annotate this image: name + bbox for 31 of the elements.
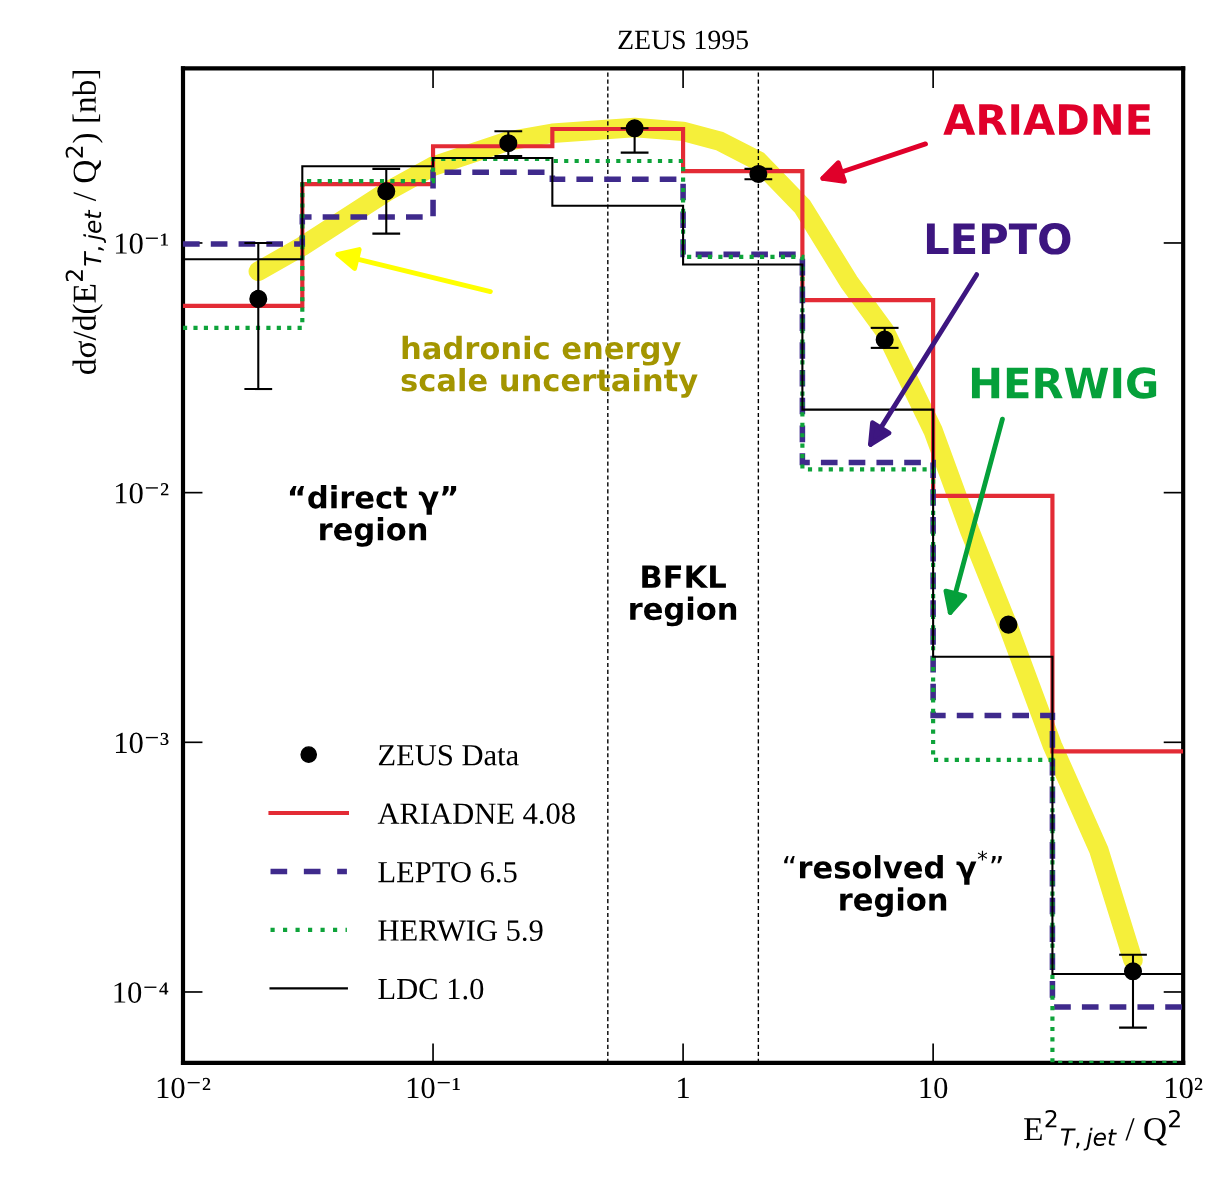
chart-title: ZEUS 1995 — [618, 30, 748, 50]
x-tick-label: 10⁻¹ — [407, 1077, 460, 1099]
x-tick-label: 10² — [1166, 1077, 1203, 1099]
x-tick-label: 10 — [920, 1077, 948, 1099]
point — [1123, 962, 1143, 981]
x-tick-label: 1 — [678, 1077, 689, 1098]
x-axis-title: E$^{2}$$_{T,jet}$ / Q$^{2}$ — [1024, 1110, 1180, 1151]
point — [249, 289, 268, 308]
legend-label: LDC 1.0 — [378, 978, 484, 1000]
legend-label: ARIADNE 4.08 — [377, 803, 575, 825]
point — [499, 134, 518, 153]
annotation: hadronic energy scale uncertainty — [401, 335, 698, 398]
y-axis-title: dσ/d(E$^{2}$$_{T,jet}$ / Q$^{2}$) [nb] — [65, 71, 106, 374]
point — [999, 615, 1018, 634]
y-tick-label: 10⁻³ — [115, 732, 169, 754]
text: “resolved γ$^{*}$” region — [784, 850, 1002, 918]
legend-label: LEPTO 6.5 — [378, 861, 517, 883]
point — [749, 164, 768, 183]
point — [625, 119, 644, 138]
y-tick-label: 10⁻¹ — [115, 233, 169, 254]
point — [875, 330, 894, 349]
annotation: LEPTO — [926, 223, 1071, 255]
legend-label: ZEUS Data — [378, 745, 519, 766]
x-tick-label: 10⁻² — [157, 1077, 211, 1099]
annotation: HERWIG — [971, 367, 1157, 399]
annotation: BFKL region — [630, 565, 737, 627]
y-tick-label: 10⁻⁴ — [114, 982, 169, 1003]
annotation: “direct γ” region — [289, 485, 457, 547]
legend-label: HERWIG 5.9 — [378, 920, 543, 942]
y-tick-label: 10⁻² — [115, 482, 169, 504]
annotation: ARIADNE — [943, 104, 1151, 135]
